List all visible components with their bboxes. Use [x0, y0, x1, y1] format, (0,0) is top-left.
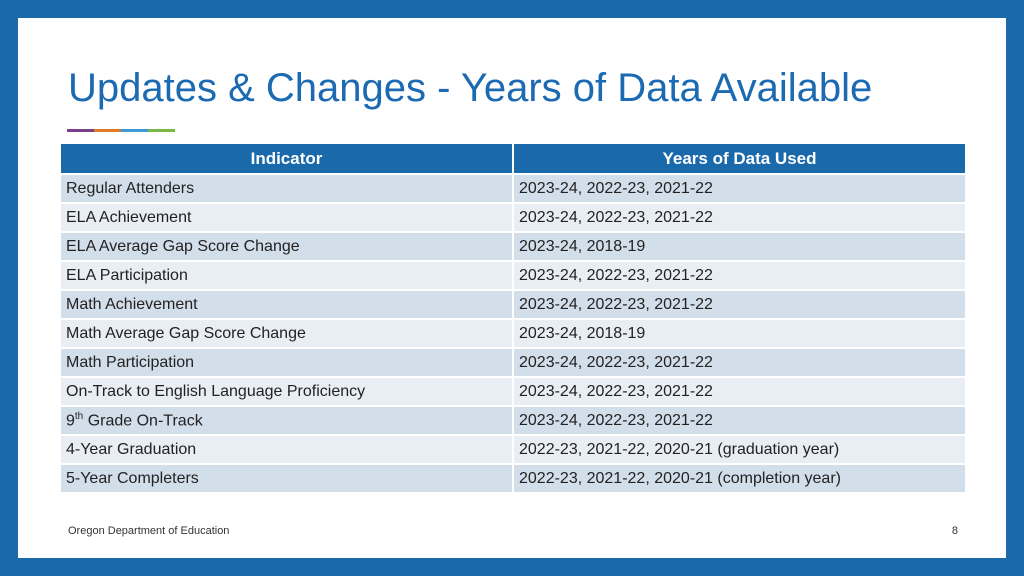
slide-title: Updates & Changes - Years of Data Availa… — [68, 66, 873, 110]
table-header-row: Indicator Years of Data Used — [59, 142, 967, 175]
grade-number: 9 — [66, 412, 75, 430]
indicator-cell: ELA Average Gap Score Change — [59, 231, 514, 262]
years-cell: 2023-24, 2022-23, 2021-22 — [512, 260, 967, 291]
indicator-cell: Math Average Gap Score Change — [59, 318, 514, 349]
header-indicator: Indicator — [59, 142, 514, 175]
indicator-cell: ELA Participation — [59, 260, 514, 291]
table-row: On-Track to English Language Proficiency… — [59, 376, 967, 407]
accent-segment-orange — [94, 129, 121, 132]
years-cell: 2023-24, 2022-23, 2021-22 — [512, 289, 967, 320]
years-cell: 2023-24, 2022-23, 2021-22 — [512, 376, 967, 407]
indicator-cell: 9th Grade On-Track — [59, 405, 514, 436]
years-cell: 2023-24, 2022-23, 2021-22 — [512, 202, 967, 233]
table-row: Regular Attenders 2023-24, 2022-23, 2021… — [59, 173, 967, 204]
years-cell: 2023-24, 2022-23, 2021-22 — [512, 347, 967, 378]
indicator-cell: 5-Year Completers — [59, 463, 514, 494]
accent-segment-purple — [67, 129, 94, 132]
years-cell: 2023-24, 2018-19 — [512, 231, 967, 262]
table-row: 4-Year Graduation 2022-23, 2021-22, 2020… — [59, 434, 967, 465]
indicator-cell: On-Track to English Language Proficiency — [59, 376, 514, 407]
ordinal-suffix: th — [74, 410, 84, 422]
indicator-cell: 4-Year Graduation — [59, 434, 514, 465]
years-cell: 2023-24, 2022-23, 2021-22 — [512, 405, 967, 436]
header-years-of-data-used: Years of Data Used — [512, 142, 967, 175]
accent-segment-blue — [121, 129, 148, 132]
table-row: ELA Achievement 2023-24, 2022-23, 2021-2… — [59, 202, 967, 233]
years-cell: 2023-24, 2022-23, 2021-22 — [512, 173, 967, 204]
years-cell: 2023-24, 2018-19 — [512, 318, 967, 349]
table-row: Math Achievement 2023-24, 2022-23, 2021-… — [59, 289, 967, 320]
indicator-cell: Regular Attenders — [59, 173, 514, 204]
table-row: 9th Grade On-Track 2023-24, 2022-23, 202… — [59, 405, 967, 436]
indicator-cell: Math Achievement — [59, 289, 514, 320]
table-row: ELA Participation 2023-24, 2022-23, 2021… — [59, 260, 967, 291]
years-cell: 2022-23, 2021-22, 2020-21 (completion ye… — [512, 463, 967, 494]
table-row: Math Average Gap Score Change 2023-24, 2… — [59, 318, 967, 349]
title-accent-rule — [67, 129, 175, 132]
footer-organization: Oregon Department of Education — [68, 525, 230, 537]
table-row: Math Participation 2023-24, 2022-23, 202… — [59, 347, 967, 378]
accent-segment-green — [148, 129, 175, 132]
years-of-data-table: Indicator Years of Data Used Regular Att… — [59, 142, 967, 494]
page-number: 8 — [951, 525, 958, 537]
slide: Updates & Changes - Years of Data Availa… — [18, 18, 1006, 558]
table-row: ELA Average Gap Score Change 2023-24, 20… — [59, 231, 967, 262]
years-cell: 2022-23, 2021-22, 2020-21 (graduation ye… — [512, 434, 967, 465]
indicator-cell: ELA Achievement — [59, 202, 514, 233]
indicator-cell: Math Participation — [59, 347, 514, 378]
table-row: 5-Year Completers 2022-23, 2021-22, 2020… — [59, 463, 967, 494]
indicator-label: Grade On-Track — [83, 412, 203, 430]
